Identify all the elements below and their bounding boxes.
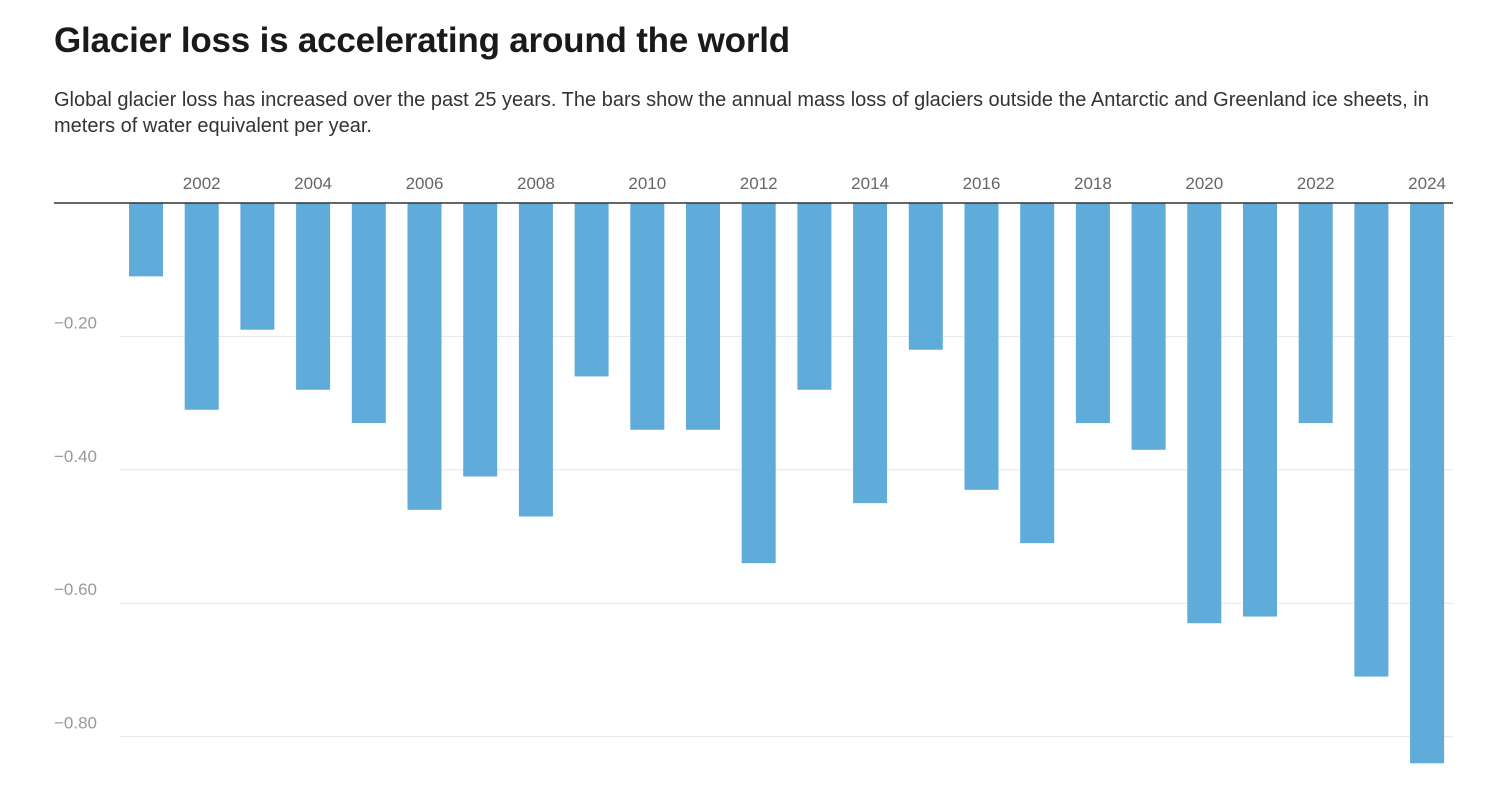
bar-2001: [129, 203, 163, 277]
bar-2003: [240, 203, 275, 330]
x-tick-label: 2024: [1408, 174, 1446, 193]
x-tick-label: 2012: [740, 174, 778, 193]
y-tick-label: −0.80: [54, 714, 97, 733]
x-tick-label: 2016: [963, 174, 1001, 193]
bar-2022: [1298, 203, 1333, 424]
x-tick-label: 2020: [1185, 174, 1223, 193]
bar-2023: [1354, 203, 1389, 677]
x-tick-label: 2014: [851, 174, 889, 193]
x-tick-label: 2004: [294, 174, 332, 193]
bar-2006: [407, 203, 442, 510]
x-tick-label: 2010: [628, 174, 666, 193]
bars: [129, 203, 1445, 764]
x-tick-label: 2008: [517, 174, 555, 193]
bar-2013: [797, 203, 832, 390]
bar-2005: [351, 203, 386, 424]
y-tick-label: −0.60: [54, 580, 97, 599]
x-tick-label: 2002: [183, 174, 221, 193]
x-tick-label: 2022: [1297, 174, 1335, 193]
x-tick-label: 2018: [1074, 174, 1112, 193]
bar-2007: [463, 203, 498, 477]
y-tick-label: −0.40: [54, 447, 97, 466]
x-axis-tick-labels: 2002 2004 2006 2008 2010 2012 2014 2016 2018 2020…: [183, 174, 1446, 193]
bar-2024: [1410, 203, 1445, 764]
x-tick-label: 2006: [406, 174, 444, 193]
bar-2012: [741, 203, 776, 564]
y-tick-label: −0.20: [54, 313, 97, 332]
bar-2018: [1075, 203, 1110, 424]
grid-lines: [120, 335, 1453, 738]
bar-2008: [518, 203, 553, 517]
bar-2019: [1131, 203, 1166, 450]
bar-2020: [1187, 203, 1222, 624]
bar-2004: [296, 203, 331, 390]
chart-title: Glacier loss is accelerating around the …: [54, 21, 790, 60]
bar-2021: [1243, 203, 1277, 617]
bar-2015: [908, 203, 943, 350]
bar-2010: [630, 203, 665, 430]
bar-2002: [184, 203, 219, 410]
y-axis-tick-labels: −0.20 −0.40 −0.60 −0.80: [54, 313, 97, 732]
bar-2016: [964, 203, 999, 490]
bar-2017: [1020, 203, 1055, 544]
bar-2009: [574, 203, 609, 377]
chart-subtitle: Global glacier loss has increased over t…: [54, 89, 1429, 137]
bar-2014: [853, 203, 888, 504]
bar-2011: [686, 203, 720, 430]
